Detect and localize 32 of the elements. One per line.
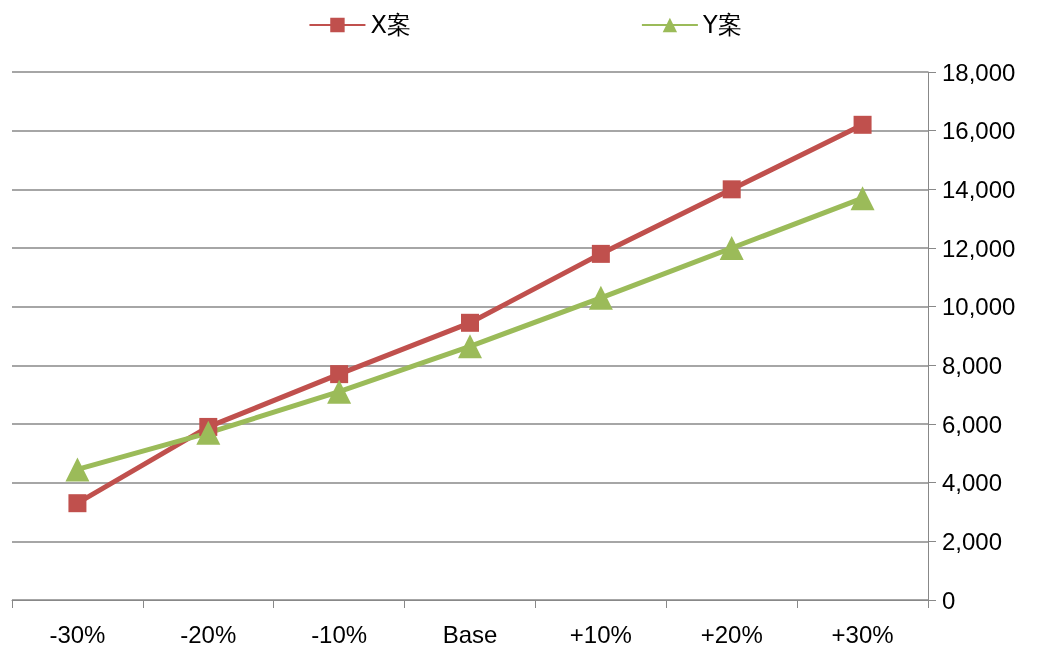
- x-tick-label: Base: [442, 620, 498, 648]
- y-tick-label: 4,000: [942, 469, 1003, 497]
- point: [853, 115, 872, 134]
- point: [850, 186, 875, 211]
- y-tick-label: 8,000: [942, 351, 1003, 379]
- point: [722, 180, 741, 199]
- y-tick-label: 12,000: [942, 234, 1016, 262]
- y-tick-label: 10,000: [942, 293, 1016, 321]
- y-tick-label: 0: [942, 586, 956, 614]
- y-tick-label: 16,000: [942, 117, 1016, 145]
- x-tick-label: +20%: [700, 620, 763, 648]
- point: [68, 494, 87, 513]
- point: [458, 334, 482, 359]
- point: [461, 313, 479, 332]
- legend-label: Y案: [701, 11, 742, 39]
- x-tick-label: +10%: [569, 620, 632, 648]
- y-tick-label: 6,000: [942, 410, 1003, 438]
- point: [196, 420, 221, 445]
- point: [327, 379, 352, 404]
- legend-label: X案: [370, 11, 411, 39]
- point: [330, 365, 349, 384]
- y-tick-label: 18,000: [942, 58, 1016, 86]
- x-tick-label: -30%: [49, 620, 106, 648]
- x-tick-label: -10%: [311, 620, 368, 648]
- x-tick-label: +30%: [831, 620, 894, 648]
- y-tick-label: 2,000: [942, 527, 1003, 555]
- x-tick-label: -20%: [180, 620, 237, 648]
- point: [588, 285, 613, 310]
- y-tick-label: 14,000: [942, 175, 1016, 203]
- point: [591, 244, 610, 263]
- point: [65, 457, 90, 482]
- point: [719, 236, 744, 260]
